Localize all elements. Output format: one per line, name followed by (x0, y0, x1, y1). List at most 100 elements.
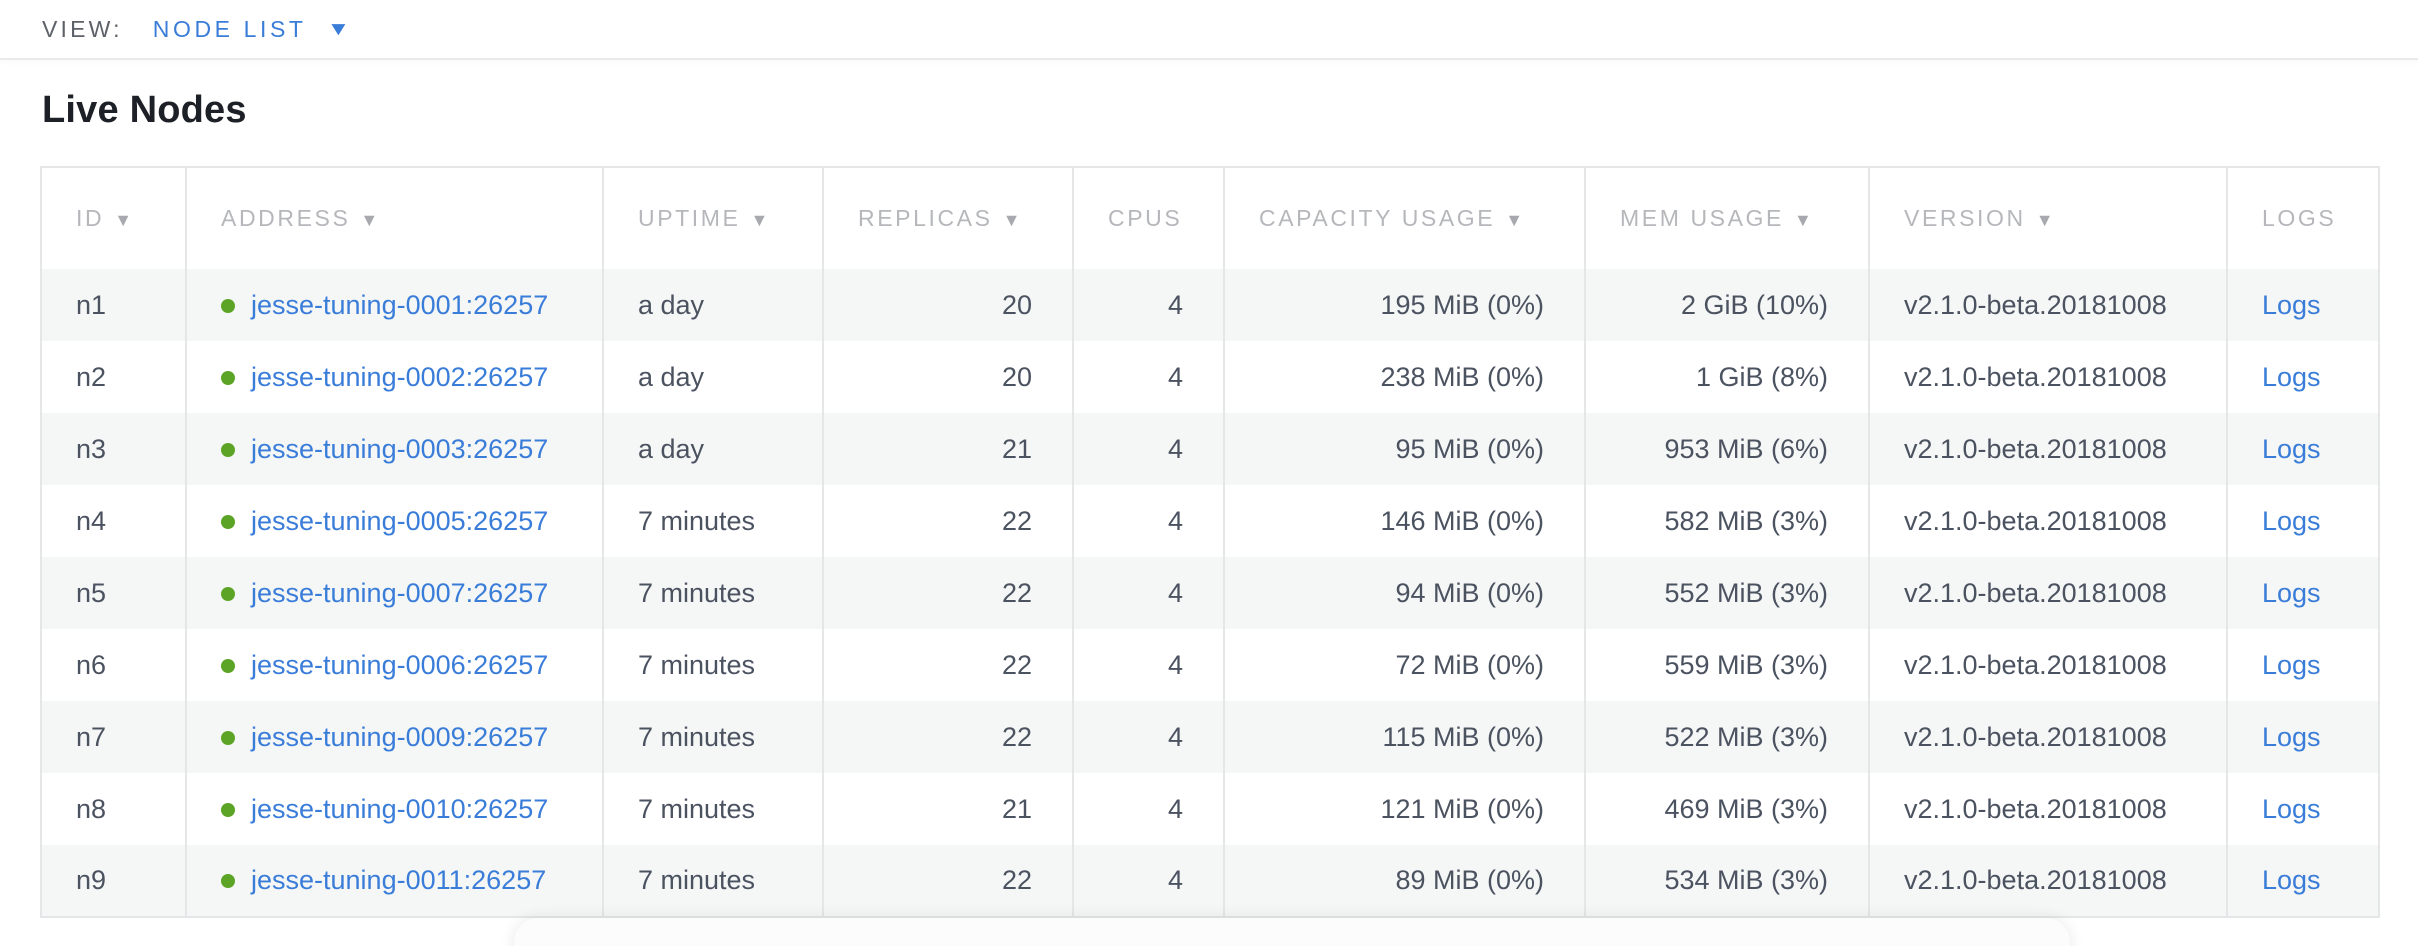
cell-logs: Logs (2226, 557, 2379, 629)
cell-mem-usage: 469 MiB (3%) (1584, 773, 1869, 845)
table-header-row: ID ▼ ADDRESS ▼ UPTIME ▼ REPLICAS ▼ CPUS CAPA… (41, 167, 2379, 269)
cell-uptime: 7 minutes (602, 773, 823, 845)
sort-desc-icon: ▼ (360, 210, 381, 230)
cell-logs: Logs (2226, 629, 2379, 701)
caret-down-icon: ▼ (326, 18, 350, 40)
cell-logs: Logs (2226, 341, 2379, 413)
cell-node-id: n7 (76, 721, 107, 752)
cell-capacity-usage: 89 MiB (0%) (1223, 845, 1585, 917)
cell-capacity-usage: 146 MiB (0%) (1223, 485, 1585, 557)
column-header-capacity[interactable]: CAPACITY USAGE ▼ (1223, 167, 1585, 269)
address-link[interactable]: jesse-tuning-0007:26257 (251, 577, 549, 608)
cell-cpus: 4 (1072, 269, 1224, 341)
column-header-uptime[interactable]: UPTIME ▼ (602, 167, 823, 269)
cell-address: jesse-tuning-0006:26257 (185, 629, 603, 701)
address-link[interactable]: jesse-tuning-0003:26257 (251, 433, 549, 464)
address-link[interactable]: jesse-tuning-0002:26257 (251, 361, 549, 392)
table-header: ID ▼ ADDRESS ▼ UPTIME ▼ REPLICAS ▼ CPUS CAPA… (41, 167, 2379, 269)
address-link[interactable]: jesse-tuning-0006:26257 (251, 649, 549, 680)
column-header-id[interactable]: ID ▼ (41, 167, 186, 269)
cell-node-id: n4 (76, 505, 107, 536)
node-live-status-icon (221, 730, 235, 745)
cell-logs: Logs (2226, 485, 2379, 557)
logs-link[interactable]: Logs (2262, 721, 2321, 752)
cell-address: jesse-tuning-0007:26257 (185, 557, 603, 629)
cell-replicas: 22 (822, 629, 1073, 701)
cell-logs: Logs (2226, 413, 2379, 485)
cell-cpus: 4 (1072, 341, 1224, 413)
node-live-status-icon (221, 442, 235, 457)
node-live-status-icon (221, 874, 235, 888)
cell-address: jesse-tuning-0005:26257 (185, 485, 603, 557)
cell-logs: Logs (2226, 845, 2379, 917)
cell-node-id: n8 (76, 793, 107, 824)
table-row: n9 jesse-tuning-0011:26257 7 minutes 22 … (41, 845, 2379, 917)
table-row: n8 jesse-tuning-0010:26257 7 minutes 21 … (41, 773, 2379, 845)
cell-replicas: 21 (822, 773, 1073, 845)
live-nodes-table-container: ID ▼ ADDRESS ▼ UPTIME ▼ REPLICAS ▼ CPUS CAPA… (40, 166, 2380, 918)
cell-cpus: 4 (1072, 557, 1224, 629)
node-live-status-icon (221, 658, 235, 673)
cell-uptime: 7 minutes (602, 557, 823, 629)
view-bar: VIEW: NODE LIST ▼ (0, 0, 2418, 60)
cell-node-id: n1 (76, 289, 107, 320)
table-row: n4 jesse-tuning-0005:26257 7 minutes 22 … (41, 485, 2379, 557)
column-header-mem[interactable]: MEM USAGE ▼ (1584, 167, 1869, 269)
address-link[interactable]: jesse-tuning-0001:26257 (251, 289, 549, 320)
cell-version: v2.1.0-beta.20181008 (1868, 341, 2227, 413)
cell-version: v2.1.0-beta.20181008 (1868, 269, 2227, 341)
cell-capacity-usage: 72 MiB (0%) (1223, 629, 1585, 701)
cell-logs: Logs (2226, 773, 2379, 845)
cell-mem-usage: 1 GiB (8%) (1584, 341, 1869, 413)
cell-capacity-usage: 195 MiB (0%) (1223, 269, 1585, 341)
table-row: n6 jesse-tuning-0006:26257 7 minutes 22 … (41, 629, 2379, 701)
logs-link[interactable]: Logs (2262, 505, 2321, 536)
address-link[interactable]: jesse-tuning-0009:26257 (251, 721, 549, 752)
logs-link[interactable]: Logs (2262, 865, 2321, 895)
view-selected-value: NODE LIST (152, 15, 307, 42)
cell-logs: Logs (2226, 701, 2379, 773)
logs-link[interactable]: Logs (2262, 361, 2321, 392)
table-row: n1 jesse-tuning-0001:26257 a day 20 4 19… (41, 269, 2379, 341)
view-label: VIEW: (42, 15, 123, 42)
cell-address: jesse-tuning-0010:26257 (185, 773, 603, 845)
cell-uptime: 7 minutes (602, 701, 823, 773)
column-header-version[interactable]: VERSION ▼ (1868, 167, 2227, 269)
cell-mem-usage: 534 MiB (3%) (1584, 845, 1869, 917)
table-row: n3 jesse-tuning-0003:26257 a day 21 4 95… (41, 413, 2379, 485)
node-live-status-icon (221, 298, 235, 313)
sort-desc-icon: ▼ (750, 210, 771, 230)
logs-link[interactable]: Logs (2262, 433, 2321, 464)
cell-logs: Logs (2226, 269, 2379, 341)
sort-desc-icon: ▼ (1793, 210, 1815, 230)
cell-node-id: n9 (76, 865, 107, 895)
address-link[interactable]: jesse-tuning-0010:26257 (251, 793, 549, 824)
bottom-popup-shadow (514, 918, 2070, 946)
logs-link[interactable]: Logs (2262, 289, 2321, 320)
cell-version: v2.1.0-beta.20181008 (1868, 413, 2227, 485)
view-selector-dropdown[interactable]: NODE LIST ▼ (152, 15, 350, 43)
cell-version: v2.1.0-beta.20181008 (1868, 485, 2227, 557)
cell-cpus: 4 (1072, 485, 1224, 557)
cell-address: jesse-tuning-0009:26257 (185, 701, 603, 773)
cell-uptime: 7 minutes (602, 485, 823, 557)
logs-link[interactable]: Logs (2262, 577, 2321, 608)
cell-mem-usage: 522 MiB (3%) (1584, 701, 1869, 773)
sort-desc-icon: ▼ (1505, 210, 1526, 230)
address-link[interactable]: jesse-tuning-0005:26257 (251, 505, 549, 536)
cell-address: jesse-tuning-0003:26257 (185, 413, 603, 485)
cell-replicas: 20 (822, 269, 1073, 341)
address-link[interactable]: jesse-tuning-0011:26257 (251, 865, 547, 895)
column-header-address[interactable]: ADDRESS ▼ (185, 167, 603, 269)
column-header-replicas[interactable]: REPLICAS ▼ (822, 167, 1073, 269)
cell-replicas: 22 (822, 701, 1073, 773)
cell-version: v2.1.0-beta.20181008 (1868, 701, 2227, 773)
cell-replicas: 22 (822, 845, 1073, 917)
logs-link[interactable]: Logs (2262, 649, 2321, 680)
node-live-status-icon (221, 586, 235, 601)
logs-link[interactable]: Logs (2262, 793, 2321, 824)
cell-version: v2.1.0-beta.20181008 (1868, 629, 2227, 701)
cell-capacity-usage: 94 MiB (0%) (1223, 557, 1585, 629)
table-row: n2 jesse-tuning-0002:26257 a day 20 4 23… (41, 341, 2379, 413)
cell-mem-usage: 559 MiB (3%) (1584, 629, 1869, 701)
